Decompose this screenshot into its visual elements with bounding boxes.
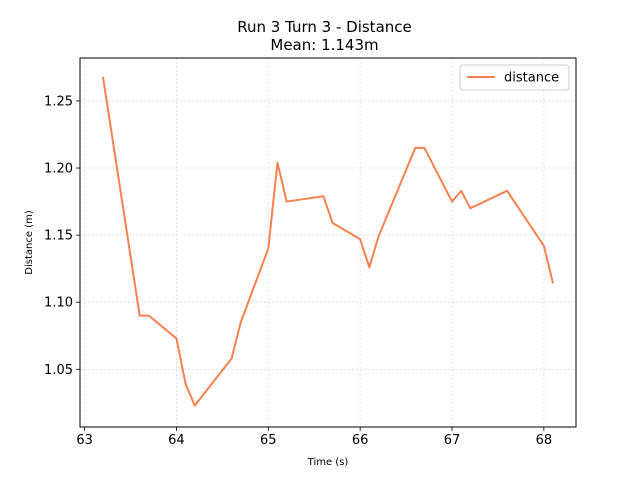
y-tick-label: 1.20	[44, 162, 73, 177]
y-tick-label: 1.25	[44, 94, 73, 109]
x-tick-label: 68	[536, 433, 553, 448]
y-tick-label: 1.05	[44, 363, 73, 378]
series-layer	[101, 76, 555, 407]
y-tick-label: 1.15	[44, 229, 73, 244]
x-axis-label: Time (s)	[307, 457, 349, 468]
x-tick-label: 63	[76, 433, 93, 448]
x-tick-label: 67	[444, 433, 461, 448]
series-line-distance	[101, 76, 555, 407]
plot-area	[79, 57, 577, 428]
legend-box	[459, 64, 570, 91]
y-tick-label: 1.10	[44, 296, 73, 311]
grid-lines	[80, 58, 576, 427]
legend: distance	[459, 64, 570, 91]
x-tick-label: 64	[168, 433, 185, 448]
y-axis-label: Distance (m)	[24, 210, 35, 275]
x-tick-label: 66	[352, 433, 369, 448]
legend-label-distance: distance	[504, 71, 559, 86]
chart-title: Run 3 Turn 3 - Distance	[237, 18, 412, 36]
x-tick-label: 65	[260, 433, 277, 448]
chart-subtitle: Mean: 1.143m	[270, 36, 378, 54]
x-axis-ticks: 63 64 65 66 67 68	[76, 427, 552, 448]
y-axis-ticks: 1.05 1.10 1.15 1.20 1.25	[44, 94, 80, 378]
